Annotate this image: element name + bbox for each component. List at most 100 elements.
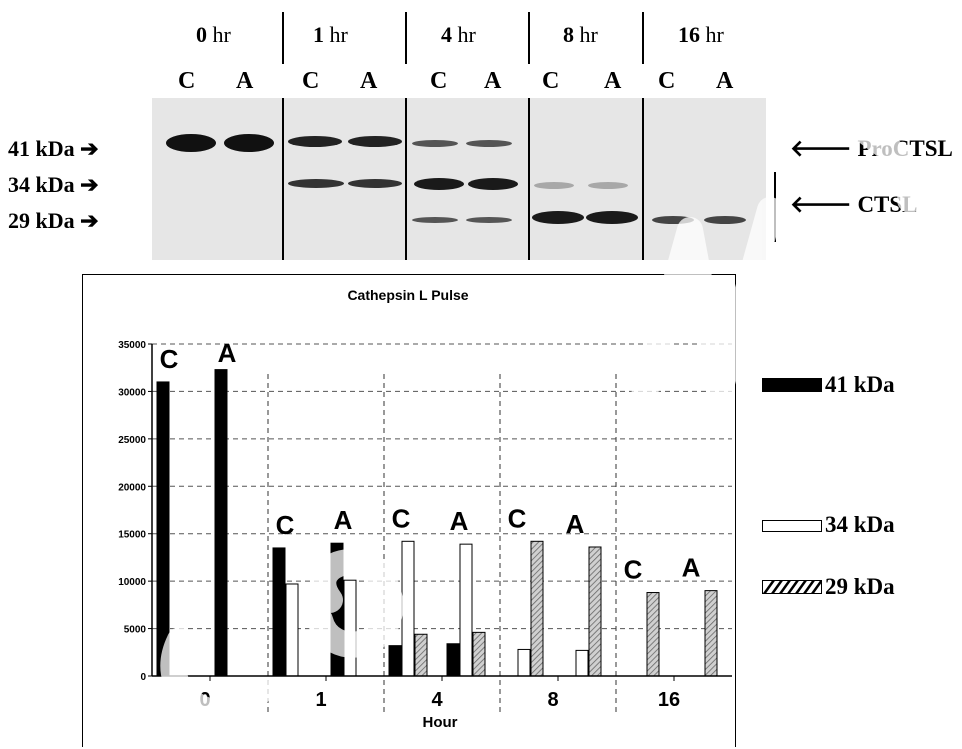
legend-swatch-29 (762, 580, 822, 594)
x-tick-label: 8 (547, 689, 558, 711)
group-letter: A (566, 509, 585, 539)
blot-band (166, 134, 216, 152)
lane-label: A (236, 68, 254, 94)
bar-29kda (588, 546, 602, 677)
bar-34kda (343, 579, 357, 677)
lane-label: C (178, 68, 196, 94)
group-letter: C (276, 510, 295, 540)
group-letter: A (218, 338, 237, 368)
y-tick-label: 0 (140, 672, 146, 683)
group-letter: C (508, 503, 527, 533)
lane-label: A (716, 68, 734, 94)
bar-34kda (285, 583, 299, 677)
ctsl-bracket (774, 172, 776, 242)
x-tick-label: 0 (199, 689, 210, 711)
blot-band (466, 217, 512, 223)
bar-chart: Cathepsin L Pulse 0 5000 10000 15000 20000 25… (118, 287, 732, 731)
legend-label-34: 34 kDa (825, 512, 895, 537)
lane-label: C (542, 68, 560, 94)
blot-band (348, 179, 402, 188)
blot-separator (528, 98, 530, 260)
lane-label: C (302, 68, 320, 94)
bar-29kda (472, 631, 486, 677)
mw-label: 34 kDa (8, 172, 75, 197)
time-header-0: 0 hr (196, 22, 231, 48)
bar-41kda (330, 542, 344, 677)
arrow-right-icon: ➔ (80, 136, 99, 161)
mw-marker-34: 34 kDa ➔ (8, 172, 99, 198)
blot-band (348, 136, 402, 147)
mw-marker-41: 41 kDa ➔ (8, 136, 99, 162)
blot-band (532, 211, 584, 224)
x-tick-label: 1 (315, 689, 326, 711)
lane-label: C (658, 68, 676, 94)
y-tick-label: 15000 (118, 530, 146, 541)
bar-29kda (704, 590, 718, 677)
axes: 0 5000 10000 15000 20000 25000 30000 35000 0 1 4 8 1… (118, 340, 732, 711)
label-ctsl: 🡐 CTSL (790, 190, 918, 218)
blot-band (534, 182, 574, 189)
bar-29kda (530, 540, 544, 677)
bar-41kda (214, 369, 228, 677)
time-header-16: 16 hr (678, 22, 724, 48)
y-tick-label: 20000 (118, 482, 146, 493)
blot-band (588, 182, 628, 189)
header-separator (528, 12, 530, 64)
blot-band (586, 211, 638, 224)
time-num: 0 (196, 22, 207, 47)
ctsl-text: CTSL (857, 192, 918, 217)
blot-band (414, 178, 464, 190)
x-axis-title: Hour (423, 714, 458, 731)
bar-41kda (388, 645, 402, 677)
blot-band (466, 140, 512, 147)
time-header-4: 4 hr (441, 22, 476, 48)
blot-band (288, 136, 342, 147)
blot-band (412, 140, 458, 147)
bar-34kda (575, 649, 589, 677)
x-tick-label: 4 (431, 689, 443, 711)
chart-title: Cathepsin L Pulse (347, 287, 468, 303)
legend-label-41: 41 kDa (825, 372, 895, 397)
header-separator (405, 12, 407, 64)
arrow-right-icon: ➔ (80, 172, 99, 197)
bar-34kda (517, 648, 531, 677)
bar-41kda (156, 381, 170, 677)
header-separator (282, 12, 284, 64)
blot-separator (405, 98, 407, 260)
group-letter: A (682, 553, 701, 583)
time-unit: hr (329, 22, 348, 47)
lane-label: A (360, 68, 378, 94)
legend-label-29: 29 kDa (825, 574, 895, 599)
blot-band (652, 216, 694, 224)
time-header-8: 8 hr (563, 22, 598, 48)
bars (156, 369, 718, 677)
header-separator (642, 12, 644, 64)
time-header-1: 1 hr (313, 22, 348, 48)
lane-label: A (484, 68, 502, 94)
western-blot (152, 98, 766, 260)
proctsl-text: ProCTSL (857, 136, 953, 161)
group-letters: C A C A C A C A C A (160, 338, 701, 585)
mw-label: 29 kDa (8, 208, 75, 233)
bar-29kda (646, 592, 660, 677)
legend-swatch-34 (762, 520, 822, 532)
blot-band (412, 217, 458, 223)
lane-label: C (430, 68, 448, 94)
arrow-left-icon: 🡐 (790, 192, 852, 217)
blot-separator (642, 98, 644, 260)
arrow-left-icon: 🡐 (790, 136, 852, 161)
blot-band (704, 216, 746, 224)
lane-label: A (604, 68, 622, 94)
bar-41kda (272, 547, 286, 677)
mw-label: 41 kDa (8, 136, 75, 161)
arrow-right-icon: ➔ (80, 208, 99, 233)
group-letter: C (392, 503, 411, 533)
time-unit: hr (579, 22, 598, 47)
y-tick-label: 35000 (118, 340, 146, 351)
blot-band (224, 134, 274, 152)
bar-34kda (459, 543, 473, 677)
group-letter: C (624, 555, 643, 585)
mw-marker-29: 29 kDa ➔ (8, 208, 99, 234)
group-letter: A (450, 506, 469, 536)
blot-band (288, 179, 344, 188)
